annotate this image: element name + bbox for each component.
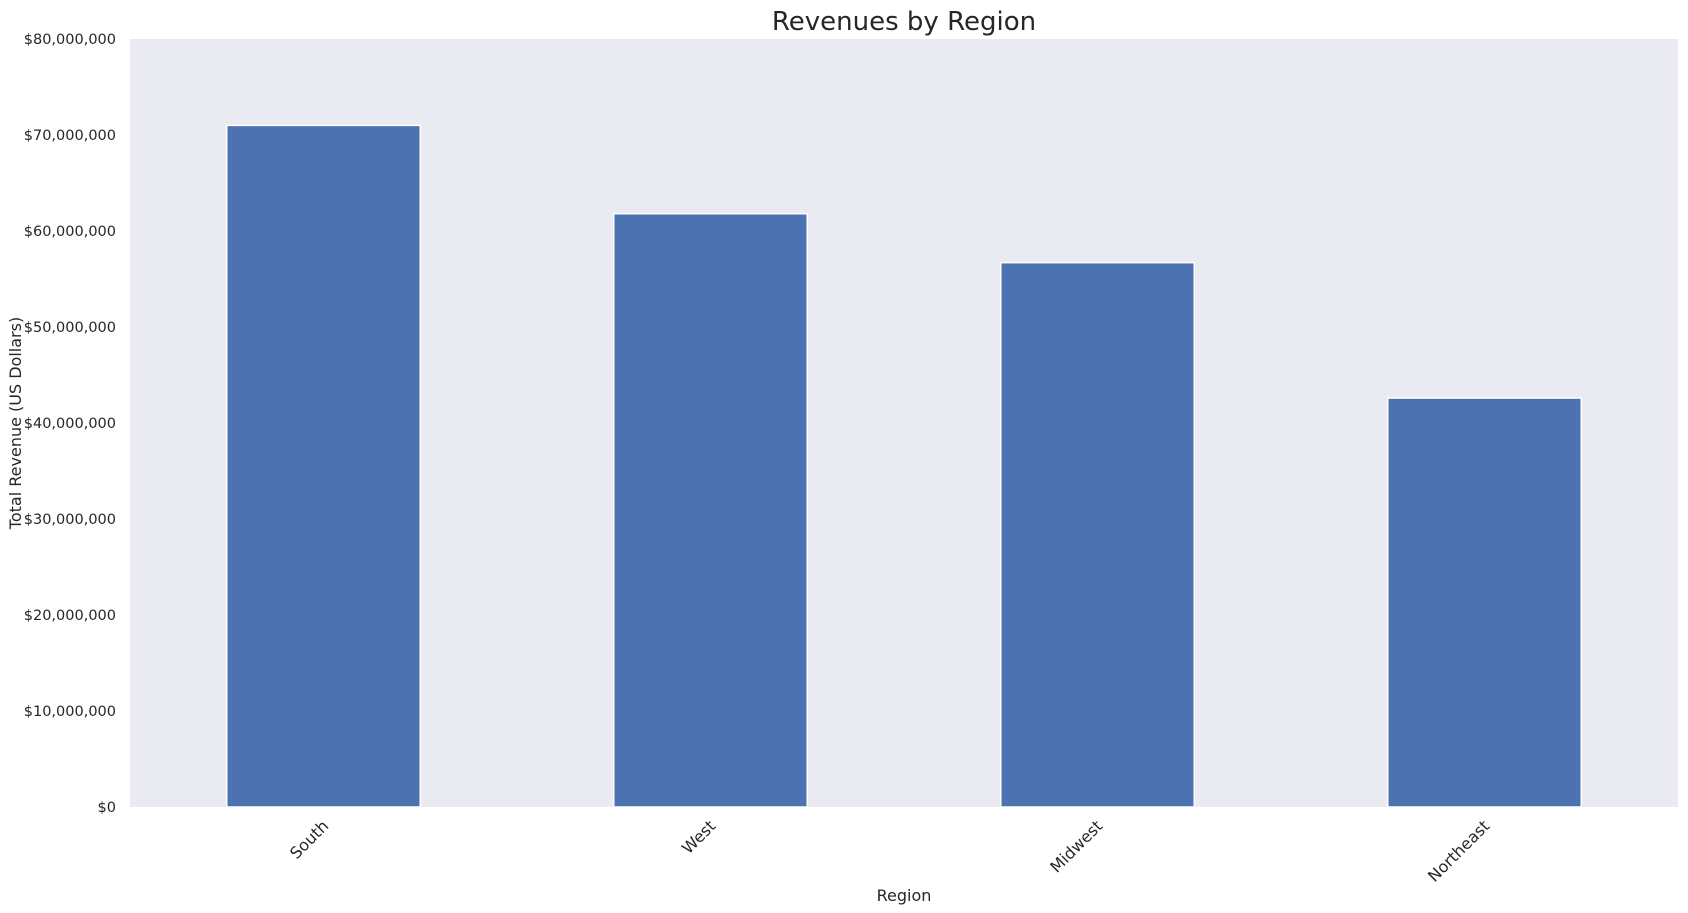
y-tick-label: $40,000,000 [24,416,116,432]
y-tick-label: $60,000,000 [24,224,116,240]
y-tick-label: $10,000,000 [24,704,116,720]
y-tick-label: $30,000,000 [24,512,116,528]
bar-midwest [1000,261,1195,808]
y-axis-label: Total Revenue (US Dollars) [6,317,25,530]
y-axis-ticks: $0 $10,000,000 $20,000,000 $30,000,000 $40,0… [24,32,116,816]
x-tick-label-northeast: Northeast [1424,816,1493,885]
x-axis-label: Region [877,886,932,905]
y-tick-label: $80,000,000 [24,32,116,48]
y-tick-label: $50,000,000 [24,320,116,336]
y-tick-label: $0 [98,800,116,816]
x-tick-label-south: South [286,816,332,862]
bar-south [226,124,421,808]
y-tick-label: $70,000,000 [24,128,116,144]
x-tick-label-midwest: Midwest [1046,816,1106,876]
y-tick-label: $20,000,000 [24,608,116,624]
x-axis-ticks: South West Midwest Northeast [286,816,1493,885]
bar-west [613,212,808,808]
bar-northeast [1387,397,1582,808]
bars-layer [226,124,1582,808]
chart-title: Revenues by Region [772,7,1036,37]
x-tick-label-west: West [678,816,719,857]
